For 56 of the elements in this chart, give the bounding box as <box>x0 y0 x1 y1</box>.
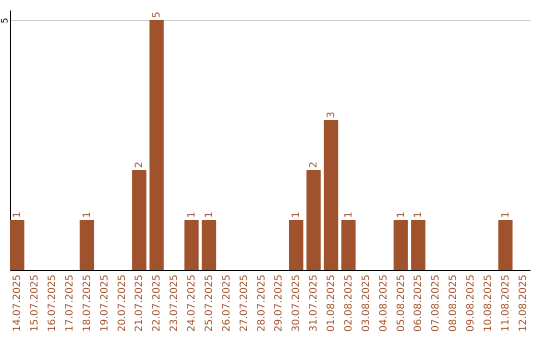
bar <box>80 220 94 270</box>
x-tick-label: 20.07.2025 <box>116 274 128 332</box>
bar <box>411 220 426 270</box>
x-tick-label: 04.08.2025 <box>378 274 390 332</box>
bar <box>394 220 408 270</box>
data-label: 3 <box>326 112 338 118</box>
x-tick-label: 03.08.2025 <box>360 274 372 332</box>
data-label: 1 <box>204 212 215 218</box>
bar <box>10 220 24 270</box>
x-tick-label: 28.07.2025 <box>256 274 268 332</box>
x-tick-label: 29.07.2025 <box>274 274 285 332</box>
bar <box>498 220 513 270</box>
data-label: 1 <box>82 212 93 218</box>
x-tick-label: 31.07.2025 <box>308 274 320 332</box>
x-tick-label: 14.07.2025 <box>12 274 24 332</box>
bar <box>202 220 216 270</box>
x-tick-label: 19.07.2025 <box>99 274 110 332</box>
x-tick-label: 08.08.2025 <box>448 274 460 332</box>
x-tick-label: 24.07.2025 <box>186 274 198 332</box>
bar <box>150 20 164 270</box>
bar <box>289 220 304 270</box>
bar <box>341 220 356 270</box>
x-tick-label: 06.08.2025 <box>413 274 424 332</box>
x-tick-label: 01.08.2025 <box>326 274 338 332</box>
x-tick-label: 26.07.2025 <box>221 274 232 332</box>
data-label: 5 <box>152 12 163 18</box>
x-tick-label: 15.07.2025 <box>30 274 41 332</box>
data-label: 1 <box>396 212 407 218</box>
data-label: 1 <box>186 212 198 218</box>
x-tick-label: 10.08.2025 <box>482 274 494 332</box>
x-tick-label: 09.08.2025 <box>466 274 477 332</box>
bar <box>132 170 146 270</box>
data-label: 1 <box>500 212 512 218</box>
x-tick-label: 02.08.2025 <box>343 274 354 332</box>
data-label: 1 <box>291 212 302 218</box>
x-tick-label: 07.08.2025 <box>430 274 442 332</box>
data-label: 2 <box>308 162 320 168</box>
x-tick-label: 27.07.2025 <box>238 274 250 332</box>
x-tick-label: 05.08.2025 <box>396 274 407 332</box>
bar <box>184 220 199 270</box>
x-tick-label: 18.07.2025 <box>82 274 93 332</box>
data-label: 1 <box>12 212 24 218</box>
x-tick-label: 21.07.2025 <box>134 274 146 332</box>
x-tick-label: 17.07.2025 <box>64 274 76 332</box>
x-tick-label: 22.07.2025 <box>152 274 163 332</box>
x-tick-label: 11.08.2025 <box>500 274 512 332</box>
x-tick-label: 16.07.2025 <box>47 274 58 332</box>
x-tick-label: 23.07.2025 <box>169 274 180 332</box>
data-label: 1 <box>413 212 424 218</box>
bar <box>306 170 321 270</box>
x-tick-label: 12.08.2025 <box>518 274 529 332</box>
data-label: 1 <box>343 212 354 218</box>
bar <box>324 120 338 270</box>
data-label: 2 <box>134 162 146 168</box>
x-tick-label: 30.07.2025 <box>291 274 302 332</box>
x-tick-label: 25.07.2025 <box>204 274 215 332</box>
